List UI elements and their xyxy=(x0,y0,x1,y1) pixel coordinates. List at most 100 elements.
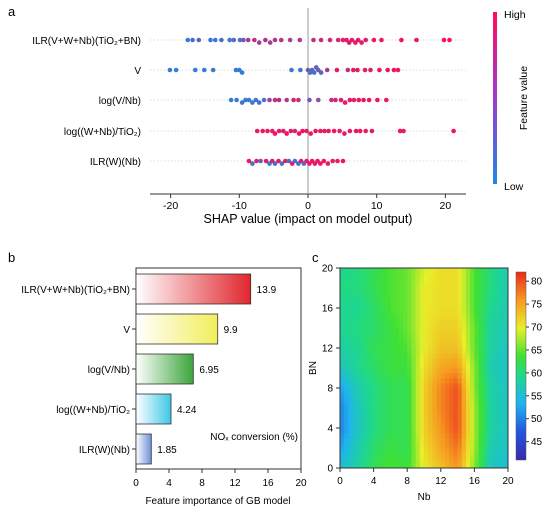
contour-cell xyxy=(361,293,366,299)
contour-cell xyxy=(466,428,471,434)
shap-point xyxy=(265,128,270,134)
contour-cell xyxy=(377,298,383,304)
contour-cell xyxy=(503,413,509,419)
contour-cell xyxy=(428,308,433,314)
contour-cell xyxy=(386,373,391,379)
contour-cell xyxy=(499,323,505,329)
contour-cell xyxy=(352,313,358,319)
contour-cell xyxy=(449,463,454,469)
contour-cell xyxy=(390,388,395,394)
contour-cell xyxy=(474,458,479,464)
contour-cell xyxy=(356,398,362,404)
contour-cell xyxy=(482,333,488,339)
contour-cell xyxy=(369,398,374,404)
contour-cell xyxy=(390,378,395,384)
contour-cell xyxy=(491,438,496,444)
contour-cell xyxy=(499,368,505,374)
contour-cell xyxy=(470,388,475,394)
contour-cell xyxy=(419,413,425,419)
contour-cell xyxy=(373,338,379,344)
contour-cell xyxy=(356,268,362,274)
contour-cell xyxy=(369,348,374,354)
contour-cell xyxy=(390,343,395,349)
contour-cell xyxy=(382,328,387,334)
contour-cell xyxy=(356,453,362,459)
contour-cell xyxy=(394,428,400,434)
contour-cell xyxy=(445,348,450,354)
contour-cell xyxy=(377,368,383,374)
contour-cell xyxy=(365,388,370,394)
shap-colorbar-high-label: High xyxy=(504,9,526,21)
contour-cell xyxy=(436,348,442,354)
contour-cell xyxy=(344,318,349,324)
contour-cell xyxy=(344,288,349,294)
contour-cell xyxy=(365,333,370,339)
shap-point xyxy=(287,37,293,43)
contour-cell xyxy=(424,338,429,344)
contour-cell xyxy=(382,443,387,449)
contour-cell xyxy=(503,288,509,294)
contour-cell xyxy=(382,433,387,439)
contour-cell xyxy=(365,463,370,469)
contour-cell xyxy=(398,438,404,444)
contour-cell xyxy=(503,358,509,364)
contour-cell xyxy=(356,438,362,444)
contour-cell xyxy=(432,398,437,404)
contour-cell xyxy=(445,423,450,429)
contour-cell xyxy=(348,278,353,284)
contour-cell xyxy=(461,313,467,319)
contour-cell xyxy=(487,303,492,309)
contour-cell xyxy=(445,328,450,334)
contour-cell xyxy=(394,408,400,414)
contour-cell xyxy=(348,353,353,359)
contour-cell xyxy=(445,368,450,374)
contour-cell xyxy=(390,418,395,424)
contour-cell xyxy=(398,308,404,314)
contour-cell xyxy=(440,288,446,294)
contour-cell xyxy=(432,453,437,459)
contour-cell xyxy=(474,368,479,374)
contour-cell xyxy=(394,438,400,444)
contour-cell xyxy=(440,333,446,339)
contour-cell xyxy=(470,453,475,459)
contour-cell xyxy=(487,328,492,334)
contour-cell xyxy=(415,413,421,419)
contour-cell xyxy=(382,373,387,379)
contour-cell xyxy=(356,383,362,389)
contour-cell xyxy=(461,353,467,359)
contour-cell xyxy=(457,428,463,434)
contour-cell xyxy=(369,418,374,424)
contour-cell xyxy=(361,353,366,359)
contour-cell xyxy=(356,448,362,454)
contour-cell xyxy=(403,368,408,374)
contour-cell xyxy=(495,438,500,444)
contour-cell xyxy=(411,398,416,404)
contour-cell xyxy=(428,358,433,364)
contour-cell xyxy=(356,403,362,409)
contour-cell xyxy=(382,288,387,294)
contour-cell xyxy=(499,288,505,294)
contour-cell xyxy=(474,438,479,444)
contour-cell xyxy=(503,328,509,334)
contour-cell xyxy=(394,448,400,454)
contour-cell xyxy=(457,443,463,449)
contour-cell xyxy=(428,428,433,434)
contour-cell xyxy=(369,288,374,294)
contour-cell xyxy=(424,288,429,294)
contour-cell xyxy=(499,428,505,434)
contour-cell xyxy=(428,423,433,429)
shap-point xyxy=(291,97,296,103)
contour-cell xyxy=(457,453,463,459)
contour-cell xyxy=(482,368,488,374)
contour-x-tick-label: 20 xyxy=(502,476,514,487)
contour-cell xyxy=(478,268,484,274)
contour-cell xyxy=(340,283,345,289)
contour-cell xyxy=(499,273,505,279)
contour-cell xyxy=(432,433,437,439)
contour-cell xyxy=(390,283,395,289)
contour-cell xyxy=(436,303,442,309)
contour-cell xyxy=(398,358,404,364)
contour-cell xyxy=(419,338,425,344)
contour-cell xyxy=(369,313,374,319)
contour-cell xyxy=(377,318,383,324)
